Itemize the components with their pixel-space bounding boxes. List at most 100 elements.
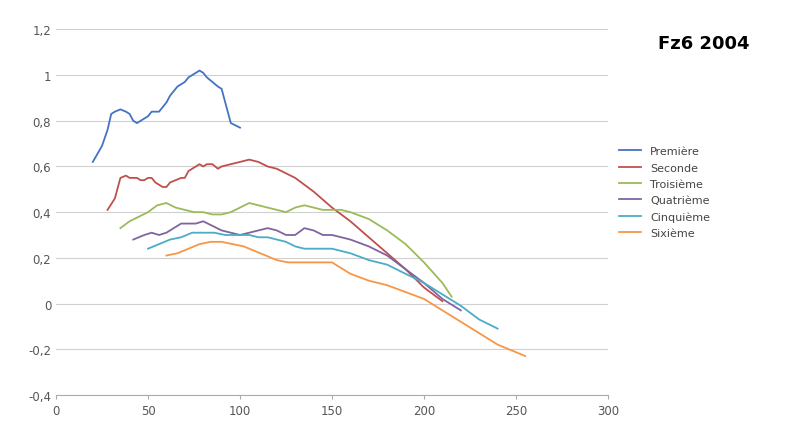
Quatrième [169, 226, 178, 231]
Sixième [521, 354, 530, 359]
Seconde [110, 196, 120, 201]
Troisième [300, 203, 310, 208]
Seconde [438, 299, 447, 304]
Troisième [226, 210, 236, 215]
Seconde [272, 167, 282, 172]
Troisième [282, 210, 291, 215]
Sixième [493, 342, 502, 347]
Seconde [419, 285, 429, 290]
Cinquième [221, 233, 230, 238]
Seconde [401, 267, 410, 272]
Première [102, 128, 112, 133]
Première [202, 76, 212, 81]
Troisième [401, 242, 410, 247]
Première [125, 112, 134, 117]
Seconde [382, 251, 392, 256]
Troisième [143, 210, 153, 215]
Première [147, 110, 157, 115]
Seconde [102, 208, 112, 213]
Seconde [198, 164, 208, 170]
Seconde [171, 178, 181, 183]
Quatrième [401, 267, 410, 272]
Cinquième [438, 292, 447, 297]
Première [132, 121, 142, 126]
Première [169, 89, 178, 95]
Quatrième [217, 228, 226, 233]
Seconde [300, 183, 310, 188]
Troisième [235, 206, 245, 211]
Quatrième [364, 244, 374, 250]
Troisième [198, 210, 208, 215]
Seconde [194, 162, 204, 168]
Sixième [261, 253, 270, 259]
Troisième [327, 208, 337, 213]
Cinquième [346, 251, 355, 256]
Seconde [217, 164, 226, 170]
Quatrième [191, 221, 201, 227]
Sixième [456, 319, 466, 325]
Cinquième [474, 317, 484, 322]
Sixième [250, 249, 259, 254]
Quatrième [162, 230, 171, 236]
Première [116, 108, 126, 113]
Quatrième [309, 228, 318, 233]
Sixième [346, 272, 355, 277]
Troisième [346, 210, 355, 215]
Cinquième [300, 247, 310, 252]
Première [198, 71, 208, 76]
Première [208, 80, 218, 85]
Seconde [290, 176, 300, 181]
Cinquième [210, 230, 219, 236]
Legend: Première, Seconde, Troisième, Quatrième, Cinquième, Sixième: Première, Seconde, Troisième, Quatrième,… [619, 147, 710, 238]
Sixième [162, 253, 171, 259]
Cinquième [187, 230, 197, 236]
Troisième [446, 294, 456, 299]
Seconde [125, 176, 134, 181]
Sixième [239, 244, 249, 250]
Quatrième [346, 237, 355, 243]
Troisième [382, 228, 392, 233]
Cinquième [382, 263, 392, 268]
Quatrième [318, 233, 328, 238]
Cinquième [262, 235, 272, 240]
Seconde [187, 167, 197, 172]
Cinquième [290, 244, 300, 250]
Line: Sixième: Sixième [166, 242, 526, 356]
Première [139, 117, 149, 122]
Text: Fz6 2004: Fz6 2004 [658, 35, 750, 53]
Seconde [282, 171, 291, 177]
Cinquième [272, 237, 282, 243]
Quatrième [154, 233, 164, 238]
Cinquième [456, 303, 466, 309]
Seconde [162, 185, 171, 190]
Quatrième [184, 221, 194, 227]
Sixième [228, 242, 238, 247]
Première [110, 110, 120, 115]
Quatrième [327, 233, 337, 238]
Quatrième [139, 233, 149, 238]
Troisième [272, 208, 282, 213]
Cinquième [282, 240, 291, 245]
Sixième [309, 260, 318, 266]
Sixième [419, 297, 429, 302]
Cinquième [198, 230, 208, 236]
Quatrième [419, 281, 429, 286]
Seconde [154, 183, 164, 188]
Cinquième [166, 237, 175, 243]
Seconde [132, 176, 142, 181]
Quatrième [282, 233, 291, 238]
Première [166, 94, 175, 99]
Seconde [150, 181, 160, 186]
Quatrième [272, 228, 282, 233]
Seconde [180, 176, 190, 181]
Line: Troisième: Troisième [121, 204, 451, 297]
Sixième [364, 279, 374, 284]
Quatrième [176, 221, 186, 227]
Troisième [134, 215, 144, 220]
Seconde [191, 164, 201, 170]
Seconde [129, 176, 138, 181]
Première [226, 121, 236, 126]
Quatrième [198, 219, 208, 224]
Quatrième [226, 230, 236, 236]
Troisième [262, 206, 272, 211]
